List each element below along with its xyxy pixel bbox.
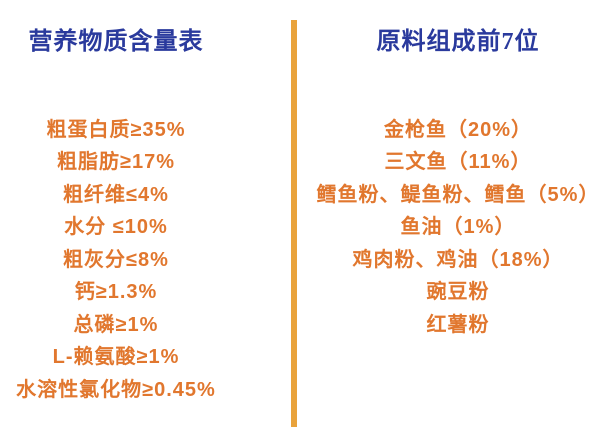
nutrition-item-crude-fiber: 粗纤维≤4% — [63, 183, 169, 206]
ingredient-item-fish-meals: 鳕鱼粉、鳀鱼粉、鳕鱼（5%） — [316, 183, 600, 206]
ingredient-item-chicken: 鸡肉粉、鸡油（18%） — [352, 248, 564, 271]
ingredient-item-sweet-potato: 红薯粉 — [426, 313, 490, 336]
nutrition-table-title: 营养物质含量表 — [28, 29, 204, 55]
ingredient-item-salmon: 三文鱼（11%） — [384, 151, 532, 174]
nutrition-item-chloride: 水溶性氯化物≥0.45% — [16, 378, 216, 401]
vertical-divider-bar — [291, 20, 297, 427]
ingredient-item-list: 金枪鱼（20%） 三文鱼（11%） 鳕鱼粉、鳀鱼粉、鳕鱼（5%） 鱼油（1%） … — [308, 111, 600, 339]
nutrition-item-crude-protein: 粗蛋白质≥35% — [46, 118, 186, 141]
ingredient-item-pea-flour: 豌豆粉 — [426, 281, 490, 304]
ingredient-item-tuna: 金枪鱼（20%） — [383, 118, 533, 141]
nutrition-item-crude-fat: 粗脂肪≥17% — [56, 151, 175, 174]
nutrition-column: 营养物质含量表 粗蛋白质≥35% 粗脂肪≥17% 粗纤维≤4% 水分 ≤10% … — [0, 0, 232, 427]
ingredients-column: 原料组成前7位 金枪鱼（20%） 三文鱼（11%） 鳕鱼粉、鳀鱼粉、鳕鱼（5%）… — [308, 0, 600, 427]
nutrition-item-crude-ash: 粗灰分≤8% — [63, 248, 169, 271]
ingredients-title: 原料组成前7位 — [376, 29, 540, 55]
nutrition-item-moisture: 水分 ≤10% — [64, 216, 168, 239]
nutrition-item-list: 粗蛋白质≥35% 粗脂肪≥17% 粗纤维≤4% 水分 ≤10% 粗灰分≤8% 钙… — [0, 111, 232, 404]
ingredient-item-fish-oil: 鱼油（1%） — [400, 216, 516, 239]
nutrition-item-lysine: L-赖氨酸≥1% — [52, 346, 180, 369]
nutrition-item-total-phosphorus: 总磷≥1% — [73, 313, 159, 336]
nutrition-item-calcium: 钙≥1.3% — [74, 281, 158, 304]
